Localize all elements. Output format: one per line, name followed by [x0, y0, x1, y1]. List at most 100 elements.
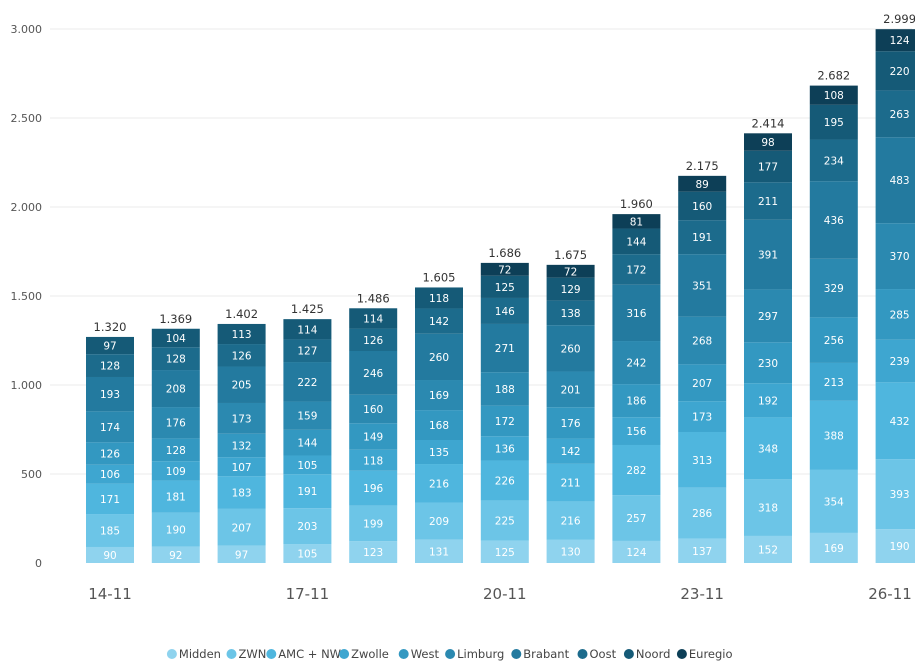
bars: 90 185 171 106 126 174 193 128 97 1.320 92 190 181 10… — [86, 12, 915, 563]
data-label: 118 — [363, 455, 383, 467]
bar-segment — [744, 289, 792, 343]
bar-segment — [875, 382, 915, 460]
bar-segment — [546, 371, 595, 408]
bar-segment — [875, 90, 915, 138]
data-label: 318 — [758, 503, 778, 515]
data-label: 216 — [561, 516, 581, 528]
bar-segment — [744, 182, 792, 220]
bar-segment — [678, 364, 727, 402]
bar-segment — [349, 351, 398, 395]
data-label: 256 — [824, 335, 844, 347]
legend-label: Zwolle — [351, 647, 389, 661]
bar-segment — [678, 401, 727, 432]
x-tick-label: 17-11 — [286, 585, 330, 603]
bar-segment — [480, 500, 529, 541]
bar-segment — [678, 316, 727, 365]
data-label: 186 — [626, 396, 646, 408]
bar-segment — [349, 505, 398, 542]
bar-segment — [546, 325, 595, 372]
bar-stack-24-11: 152 318 348 192 230 297 391 211 177 98 2.414 — [744, 116, 792, 563]
data-label: 316 — [626, 308, 646, 320]
total-label: 1.486 — [357, 291, 390, 305]
bar-segment — [480, 460, 529, 501]
bar-segment — [151, 461, 200, 481]
legend-label: Limburg — [457, 647, 504, 661]
bar-segment — [86, 546, 134, 563]
bar-segment — [612, 254, 661, 285]
bar-segment — [678, 487, 727, 539]
bar-segment — [612, 444, 661, 496]
bar-segment — [809, 139, 858, 182]
data-label: 142 — [429, 316, 449, 328]
bar-segment — [349, 394, 398, 424]
data-label: 124 — [626, 547, 646, 559]
data-label: 391 — [758, 250, 778, 262]
legend-swatch — [398, 649, 409, 659]
bar-segment — [612, 228, 661, 255]
bar-segment — [744, 479, 792, 536]
legend-label: ZWN — [239, 647, 267, 661]
y-tick-label: 3.000 — [11, 23, 43, 36]
data-label: 126 — [232, 350, 252, 362]
data-label: 260 — [429, 352, 449, 364]
legend-label: AMC + NW — [278, 647, 341, 661]
bar-segment — [875, 29, 915, 52]
data-label: 171 — [100, 494, 120, 506]
data-label: 271 — [495, 343, 515, 355]
data-label: 128 — [166, 445, 186, 457]
bar-segment — [349, 423, 398, 450]
data-label: 173 — [232, 413, 252, 425]
data-label: 138 — [561, 308, 581, 320]
legend-swatch — [339, 649, 350, 659]
legend-swatch — [445, 649, 456, 659]
bar-segment — [86, 442, 134, 465]
data-label: 354 — [824, 496, 844, 508]
data-label: 126 — [363, 335, 383, 347]
bar-segment — [283, 339, 332, 363]
bar-segment — [151, 328, 200, 348]
bar-segment — [612, 214, 661, 229]
x-tick-label: 20-11 — [483, 585, 527, 603]
legend-label: Euregio — [689, 647, 733, 661]
bar-segment — [86, 464, 134, 484]
bar-segment — [744, 150, 792, 183]
data-label: 108 — [824, 90, 844, 102]
bar-segment — [415, 287, 463, 309]
data-label: 128 — [100, 361, 120, 373]
bar-stack-23-11: 137 286 313 173 207 268 351 191 160 89 2.175 — [678, 159, 727, 563]
bar-segment — [744, 219, 792, 290]
legend-label: West — [411, 647, 440, 661]
bar-segment — [744, 342, 792, 384]
bar-segment — [86, 336, 134, 355]
data-label: 97 — [235, 549, 248, 561]
y-tick-label: 2.500 — [11, 112, 43, 125]
data-label: 313 — [692, 455, 712, 467]
bar-segment — [151, 370, 200, 408]
data-label: 89 — [696, 179, 709, 191]
total-label: 1.425 — [291, 302, 324, 316]
data-label: 393 — [890, 489, 910, 501]
bar-segment — [809, 104, 858, 140]
bar-segment — [480, 372, 529, 406]
data-label: 199 — [363, 518, 383, 530]
data-label: 196 — [363, 483, 383, 495]
data-label: 109 — [166, 466, 186, 478]
data-label: 172 — [626, 264, 646, 276]
data-label: 329 — [824, 283, 844, 295]
total-label: 1.675 — [554, 248, 587, 262]
x-tick-label: 23-11 — [680, 585, 724, 603]
data-label: 192 — [758, 395, 778, 407]
data-label: 209 — [429, 516, 449, 528]
bar-segment — [283, 544, 332, 563]
bar-segment — [151, 407, 200, 439]
bar-segment — [875, 529, 915, 563]
data-label: 173 — [692, 412, 712, 424]
bar-segment — [612, 495, 661, 541]
bar-segment — [546, 463, 595, 502]
data-label: 149 — [363, 432, 383, 444]
data-label: 81 — [630, 216, 643, 228]
bar-segment — [283, 401, 332, 430]
data-label: 131 — [429, 546, 449, 558]
legend-item: Noord — [623, 647, 670, 661]
